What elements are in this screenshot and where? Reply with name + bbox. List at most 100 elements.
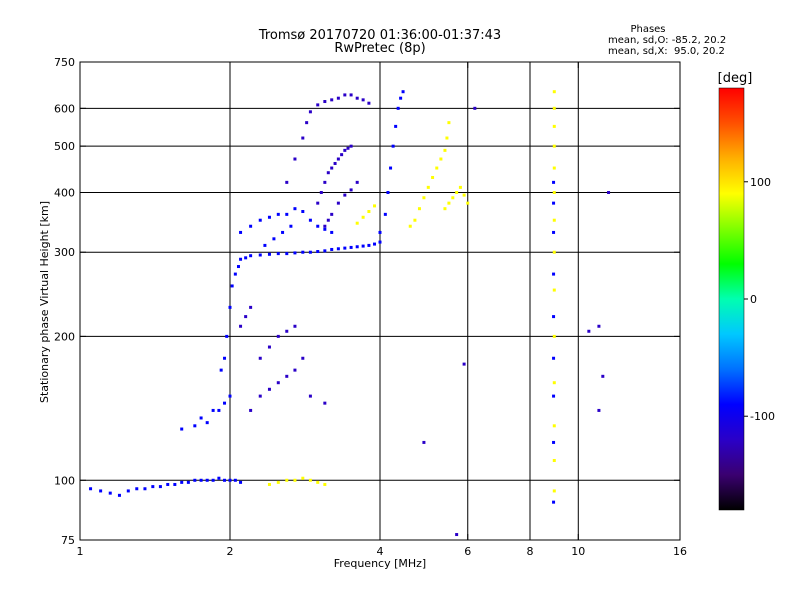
data-point: [223, 478, 227, 482]
data-point: [249, 305, 253, 309]
data-point: [343, 148, 347, 152]
data-point: [367, 210, 371, 214]
data-point: [552, 218, 556, 222]
data-point: [417, 207, 421, 211]
data-point: [249, 254, 253, 258]
x-tick-label: 1: [77, 545, 84, 558]
data-point: [258, 218, 262, 222]
x-axis-label: Frequency [MHz]: [334, 557, 426, 570]
y-tick-label: 300: [54, 246, 75, 259]
data-point: [422, 440, 426, 444]
x-tick-label: 16: [673, 545, 687, 558]
data-point: [466, 201, 470, 205]
data-point: [230, 284, 234, 288]
data-point: [276, 334, 280, 338]
y-tick-label: 400: [54, 186, 75, 199]
data-point: [378, 230, 382, 234]
data-point: [193, 424, 197, 428]
data-point: [389, 166, 393, 170]
data-point: [458, 185, 462, 189]
data-point: [552, 250, 556, 254]
y-tick-label: 750: [54, 56, 75, 69]
data-point: [552, 356, 556, 360]
data-point: [267, 345, 271, 349]
data-point: [330, 230, 334, 234]
data-point: [258, 356, 262, 360]
data-point: [249, 408, 253, 412]
data-point: [308, 250, 312, 254]
y-tick-label: 200: [54, 330, 75, 343]
chart-title: Tromsø 20170720 01:36:00-01:37:43: [258, 28, 501, 43]
x-tick-label: 10: [571, 545, 585, 558]
data-point: [378, 240, 382, 244]
data-point: [394, 124, 398, 128]
colorbar-label: [deg]: [718, 71, 753, 86]
colorbar-tick-label: 100: [750, 176, 771, 189]
data-point: [326, 218, 330, 222]
data-point: [308, 394, 312, 398]
y-tick-label: 500: [54, 140, 75, 153]
data-point: [316, 103, 320, 107]
x-tick-label: 4: [377, 545, 384, 558]
data-point: [166, 482, 170, 486]
data-point: [239, 257, 243, 261]
data-point: [316, 201, 320, 205]
data-point: [383, 212, 387, 216]
data-point: [249, 224, 253, 228]
data-point: [552, 381, 556, 385]
data-point: [272, 237, 276, 241]
data-point: [89, 487, 93, 491]
data-point: [343, 246, 347, 250]
data-point: [151, 485, 155, 489]
data-point: [199, 416, 203, 420]
data-point: [205, 421, 209, 425]
data-point: [343, 193, 347, 197]
data-point: [293, 251, 297, 255]
data-point: [355, 221, 359, 225]
data-point: [462, 193, 466, 197]
data-point: [330, 247, 334, 251]
data-point: [391, 144, 395, 148]
data-point: [447, 121, 451, 125]
data-point: [597, 408, 601, 412]
data-point: [285, 252, 289, 256]
data-point: [552, 201, 556, 205]
data-point: [552, 272, 556, 276]
data-point: [455, 533, 459, 537]
data-point: [117, 493, 121, 497]
data-point: [205, 478, 209, 482]
data-point: [276, 252, 280, 256]
data-point: [301, 250, 305, 254]
data-point: [473, 106, 477, 110]
data-point: [330, 166, 334, 170]
data-point: [443, 207, 447, 211]
data-point: [258, 394, 262, 398]
data-point: [323, 224, 327, 228]
data-point: [305, 121, 309, 125]
data-point: [447, 201, 451, 205]
data-point: [552, 144, 556, 148]
data-point: [552, 190, 556, 194]
data-point: [355, 180, 359, 184]
data-point: [330, 98, 334, 102]
grid-layer: [80, 62, 680, 540]
data-point: [285, 478, 289, 482]
data-point: [285, 374, 289, 378]
data-point: [285, 180, 289, 184]
data-point: [276, 480, 280, 484]
chart-subtitle: RwPretec (8p): [334, 41, 425, 56]
data-point: [199, 478, 203, 482]
data-point: [108, 491, 112, 495]
data-point: [336, 247, 340, 251]
data-point: [239, 324, 243, 328]
data-point: [217, 476, 221, 480]
data-point: [301, 476, 305, 480]
data-point: [323, 180, 327, 184]
data-point: [552, 458, 556, 462]
data-point: [552, 180, 556, 184]
data-point: [267, 482, 271, 486]
phases-x-line: mean, sd,X: 95.0, 20.2: [608, 46, 725, 57]
data-point: [333, 161, 337, 165]
data-point: [330, 212, 334, 216]
data-point: [340, 153, 344, 157]
